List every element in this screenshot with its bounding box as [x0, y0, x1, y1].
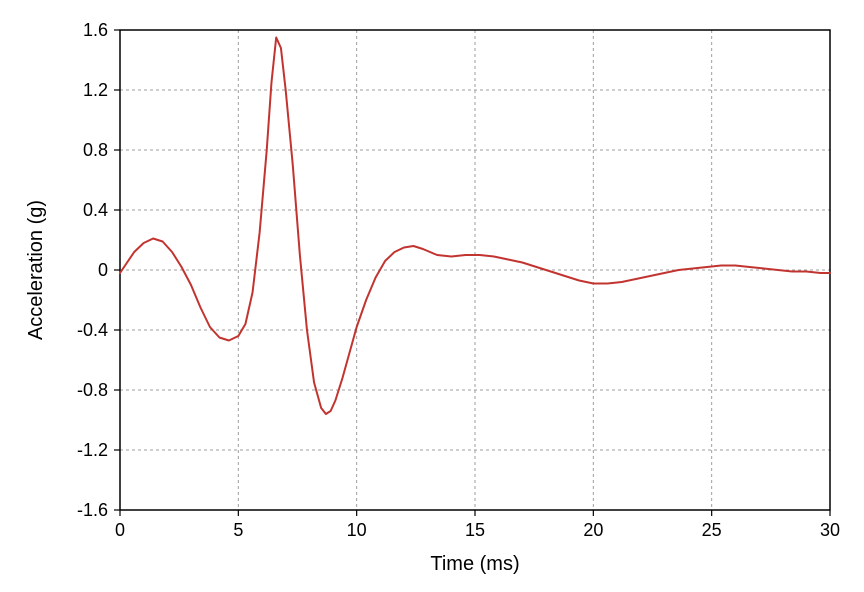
y-tick-label: -1.2	[77, 440, 108, 460]
chart-container: 0 5 10 15 20 25 30 -1.6 -1.2 -0.8 -0.4 0 0.4 0.8 1.2 1.…	[0, 0, 864, 592]
y-tick-label: 0.8	[83, 140, 108, 160]
x-tick-label: 20	[583, 520, 603, 540]
y-tick-label: -1.6	[77, 500, 108, 520]
x-tick-label: 0	[115, 520, 125, 540]
x-tick-label: 30	[820, 520, 840, 540]
x-tick-label: 15	[465, 520, 485, 540]
y-tick-label: -0.4	[77, 320, 108, 340]
x-tick-label: 10	[347, 520, 367, 540]
y-axis-label: Acceleration (g)	[25, 200, 47, 340]
y-tick-label: 1.6	[83, 20, 108, 40]
y-tick-label: -0.8	[77, 380, 108, 400]
y-tick-label: 0	[98, 260, 108, 280]
y-tick-label: 0.4	[83, 200, 108, 220]
y-tick-label: 1.2	[83, 80, 108, 100]
x-tick-label: 25	[702, 520, 722, 540]
acceleration-chart: 0 5 10 15 20 25 30 -1.6 -1.2 -0.8 -0.4 0 0.4 0.8 1.2 1.…	[0, 0, 864, 592]
x-axis-label: Time (ms)	[430, 553, 519, 575]
x-tick-label: 5	[233, 520, 243, 540]
